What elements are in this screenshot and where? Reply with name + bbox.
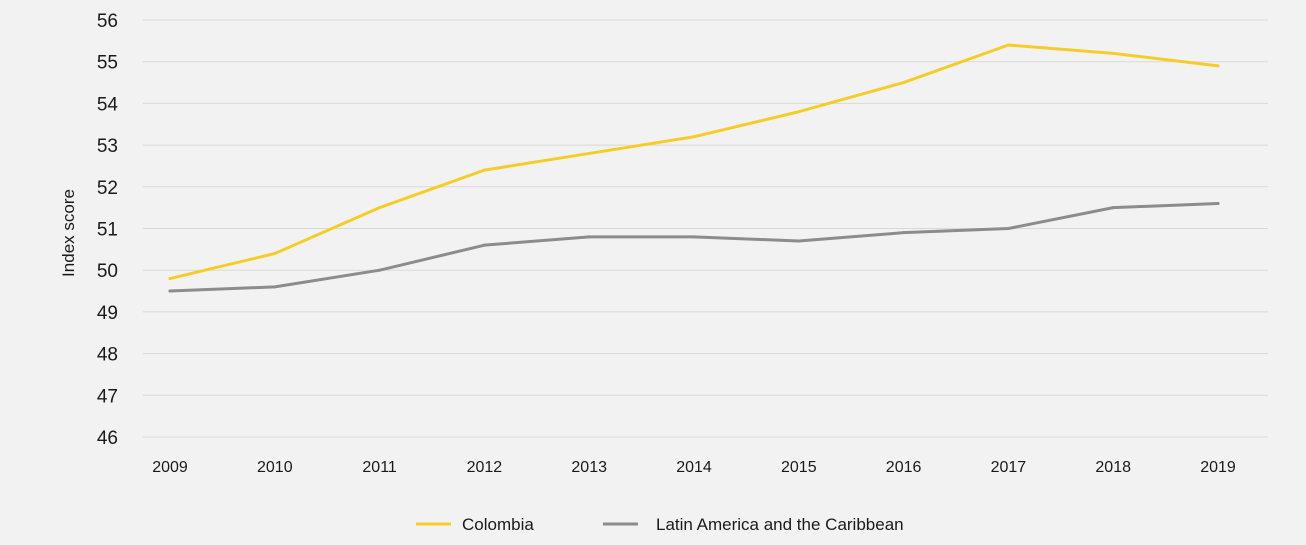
series-1 bbox=[168, 201, 1220, 293]
data-point bbox=[1216, 64, 1220, 68]
y-axis-ticks: 46 47 48 49 50 51 52 53 54 55 56 bbox=[97, 11, 119, 449]
data-point bbox=[273, 252, 277, 256]
data-point bbox=[378, 206, 382, 210]
x-tick-label: 2011 bbox=[362, 459, 397, 476]
x-tick-label: 2009 bbox=[152, 459, 188, 476]
y-tick-label: 56 bbox=[97, 11, 118, 32]
data-point bbox=[692, 235, 696, 239]
data-point bbox=[692, 135, 696, 139]
x-tick-label: 2018 bbox=[1095, 459, 1131, 476]
data-point bbox=[482, 168, 486, 172]
data-point bbox=[587, 151, 591, 155]
y-tick-label: 55 bbox=[97, 53, 118, 74]
data-point bbox=[797, 239, 801, 243]
y-tick-label: 53 bbox=[97, 136, 118, 157]
data-point bbox=[273, 285, 277, 289]
y-axis-title: Index score bbox=[59, 189, 78, 277]
x-tick-label: 2019 bbox=[1200, 459, 1236, 476]
x-tick-label: 2014 bbox=[676, 459, 712, 476]
data-point bbox=[1111, 51, 1115, 55]
grid-lines bbox=[143, 19, 1268, 438]
data-point bbox=[168, 289, 172, 293]
x-tick-label: 2010 bbox=[257, 459, 293, 476]
data-point bbox=[1216, 201, 1220, 205]
y-tick-label: 47 bbox=[97, 386, 118, 407]
legend: Colombia Latin America and the Caribbean bbox=[416, 515, 904, 534]
x-axis-ticks: 2009 2010 2011 2012 2013 2014 2015 2016 2017 2018… bbox=[152, 459, 1236, 476]
data-point bbox=[482, 243, 486, 247]
legend-label: Latin America and the Caribbean bbox=[656, 515, 904, 534]
data-point bbox=[587, 235, 591, 239]
data-point bbox=[168, 277, 172, 281]
x-tick-label: 2017 bbox=[991, 459, 1027, 476]
y-tick-label: 49 bbox=[97, 303, 118, 324]
y-tick-label: 54 bbox=[97, 94, 119, 115]
y-tick-label: 46 bbox=[97, 428, 118, 449]
data-point bbox=[902, 231, 906, 235]
x-tick-label: 2015 bbox=[781, 459, 817, 476]
series-lines bbox=[168, 43, 1220, 293]
data-point bbox=[797, 110, 801, 114]
x-tick-label: 2012 bbox=[467, 459, 503, 476]
y-tick-label: 48 bbox=[97, 345, 118, 366]
data-point bbox=[1006, 43, 1010, 47]
data-point bbox=[1006, 227, 1010, 230]
series-line-0 bbox=[168, 43, 1220, 281]
legend-label: Colombia bbox=[462, 515, 534, 534]
x-tick-label: 2013 bbox=[571, 459, 607, 476]
x-tick-label: 2016 bbox=[886, 459, 922, 476]
y-tick-label: 50 bbox=[97, 261, 118, 282]
series-0 bbox=[168, 43, 1220, 281]
data-point bbox=[902, 81, 906, 85]
y-tick-label: 52 bbox=[97, 178, 118, 199]
legend-item-0: Colombia bbox=[416, 515, 534, 534]
data-point bbox=[378, 268, 382, 272]
legend-item-1: Latin America and the Caribbean bbox=[603, 515, 904, 534]
data-point bbox=[1111, 206, 1115, 210]
y-tick-label: 51 bbox=[97, 220, 118, 241]
series-line-1 bbox=[168, 201, 1220, 293]
